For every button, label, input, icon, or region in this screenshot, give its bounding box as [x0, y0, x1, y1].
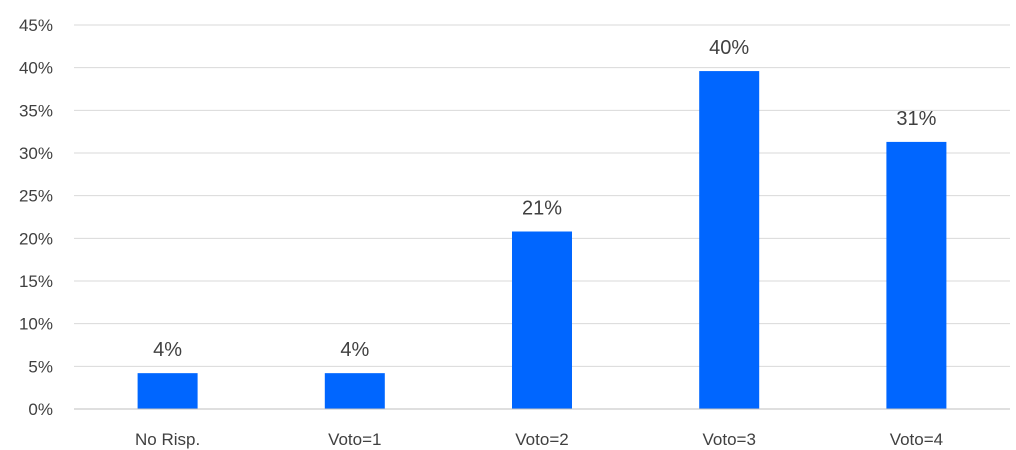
gridlines — [74, 24, 1010, 367]
y-tick-label: 0% — [28, 400, 53, 419]
y-tick-label: 20% — [19, 229, 53, 248]
x-tick-label: Voto=2 — [515, 430, 568, 449]
y-tick-label: 30% — [19, 144, 53, 163]
data-label: 4% — [153, 339, 182, 361]
data-label: 4% — [340, 339, 369, 361]
bar-3 — [699, 71, 760, 409]
x-tick-label: Voto=4 — [890, 430, 943, 449]
y-axis: 0% 5% 10% 15% 20% 25% 30% 35% 40% 45% — [19, 16, 53, 419]
y-tick-label: 45% — [19, 16, 53, 35]
x-tick-label: Voto=3 — [702, 430, 755, 449]
data-label: 21% — [522, 198, 562, 220]
y-tick-label: 40% — [19, 59, 53, 78]
y-tick-label: 25% — [19, 187, 53, 206]
y-tick-label: 5% — [28, 357, 53, 376]
x-tick-label: No Risp. — [135, 430, 200, 449]
bars — [137, 71, 947, 409]
y-tick-label: 15% — [19, 272, 53, 291]
bar-0 — [137, 373, 198, 409]
data-labels: 4% 4% 21% 40% 31% — [153, 37, 936, 361]
data-label: 31% — [896, 108, 936, 130]
y-tick-label: 35% — [19, 101, 53, 120]
bar-2 — [512, 231, 572, 409]
x-tick-label: Voto=1 — [328, 430, 381, 449]
y-tick-label: 10% — [19, 315, 53, 334]
bar-4 — [886, 141, 947, 409]
data-label: 40% — [709, 37, 749, 59]
bar-1 — [324, 373, 385, 409]
x-axis: No Risp. Voto=1 Voto=2 Voto=3 Voto=4 — [74, 408, 1010, 449]
